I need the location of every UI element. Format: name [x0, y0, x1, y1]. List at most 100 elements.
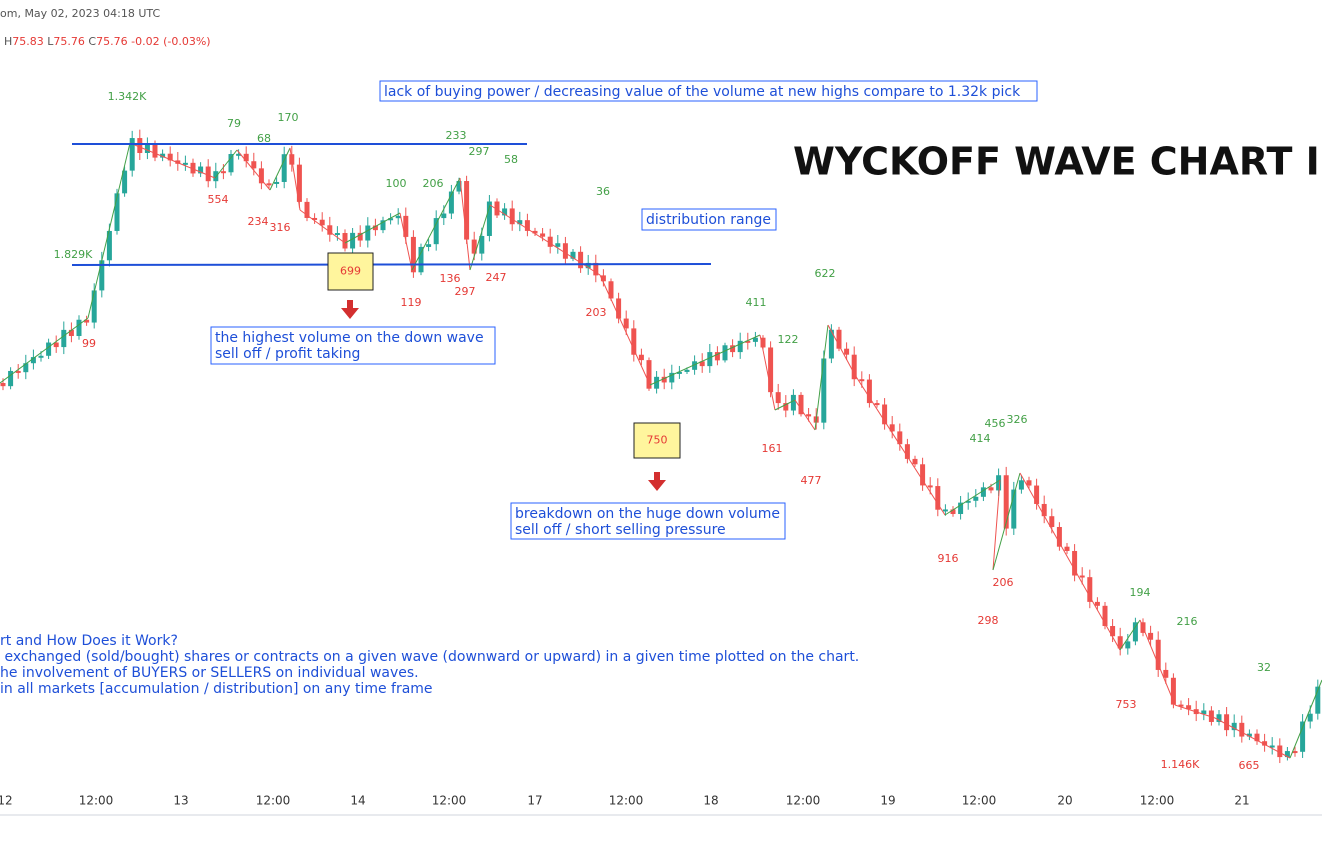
candle-body: [722, 345, 728, 361]
candle-body: [692, 361, 698, 370]
wave-volume-label: 665: [1239, 759, 1260, 772]
wave-segment: [1139, 619, 1176, 706]
candle-body: [1224, 714, 1230, 731]
candle-body: [775, 392, 781, 404]
candle-body: [84, 319, 90, 323]
candle-body: [1163, 669, 1169, 678]
candle-body: [152, 144, 158, 158]
candle-body: [1110, 626, 1116, 637]
wave-volume-label: 411: [746, 296, 767, 309]
candle-body: [448, 191, 454, 214]
wave-volume-label: 414: [970, 432, 991, 445]
chart-title: WYCKOFF WAVE CHART IND: [793, 140, 1322, 184]
wave-segment: [794, 399, 816, 431]
x-axis-label: 13: [173, 794, 188, 808]
wave-volume-label: 1.342K: [108, 90, 147, 103]
overlay: om, May 02, 2023 04:18 UTC H75.83 L75.76 …: [0, 7, 1322, 808]
wave-volume-label: 216: [1177, 615, 1198, 628]
candle-body: [175, 160, 181, 164]
wave-segment: [599, 274, 651, 386]
wave-segment: [0, 317, 89, 384]
candle-body: [555, 243, 561, 247]
candle-body: [1307, 713, 1313, 722]
candle-body: [365, 225, 371, 241]
wave-volume-label: 68: [257, 132, 271, 145]
candle-body: [882, 404, 888, 425]
x-axis-label: 12: [0, 794, 13, 808]
annotation-box: [641, 208, 777, 231]
volume-box: [327, 252, 374, 291]
candle-body: [1011, 489, 1017, 529]
candle-body: [798, 394, 804, 415]
candle-body: [1034, 485, 1040, 504]
wave-segment: [854, 374, 946, 516]
wave-segment: [1214, 717, 1291, 759]
candle-body: [494, 201, 500, 216]
candle-body: [517, 220, 523, 225]
candle-body: [806, 414, 812, 417]
candle-body: [1132, 622, 1138, 642]
candle-body: [160, 153, 166, 158]
candle-body: [236, 153, 242, 156]
candle-body: [1231, 722, 1237, 731]
wave-segment: [299, 209, 346, 244]
symbol-info: om, May 02, 2023 04:18 UTC: [0, 7, 160, 20]
down-arrow: [648, 472, 666, 491]
candle-body: [106, 230, 112, 261]
x-axis-label: 14: [350, 794, 365, 808]
candle-body: [631, 328, 637, 355]
candle-body: [334, 233, 340, 236]
candle-body: [1262, 741, 1268, 746]
candle-body: [479, 235, 485, 254]
wave-segment: [774, 399, 796, 411]
wave-volume-label: 297: [469, 145, 490, 158]
note-line: exchanged (sold/bought) shares or contra…: [0, 649, 859, 665]
candle-body: [760, 337, 766, 348]
candle-body: [745, 340, 751, 343]
candle-body: [190, 162, 196, 174]
wave-volume-label: 100: [386, 177, 407, 190]
candle-body: [304, 201, 310, 218]
candle-body: [608, 281, 614, 299]
candle-body: [532, 230, 538, 234]
x-axis-label: 12:00: [432, 794, 467, 808]
wave-volume-label: 161: [762, 442, 783, 455]
candle-body: [1003, 475, 1009, 529]
candle-body: [1246, 733, 1252, 737]
ohlc-key: L: [47, 35, 54, 48]
wave-segment: [649, 334, 761, 386]
candle-body: [980, 487, 986, 497]
wave-segment: [289, 147, 301, 211]
candle-body: [646, 360, 652, 389]
candle-body: [350, 232, 356, 249]
candle-body: [509, 208, 515, 225]
candle-body: [182, 162, 188, 165]
candle-body: [296, 164, 302, 202]
wave-volume-label: 206: [423, 177, 444, 190]
candle-body: [76, 319, 82, 337]
candle-body: [258, 168, 264, 184]
candle-body: [395, 215, 401, 219]
annotation-box: [510, 502, 786, 540]
candle-body: [99, 260, 105, 291]
candle-body: [281, 154, 287, 182]
down-arrow: [341, 300, 359, 319]
ohlc-key: H: [4, 35, 12, 48]
wave-volume-label: 119: [401, 296, 422, 309]
candle-body: [46, 342, 52, 356]
candle-body: [699, 361, 705, 367]
ohlc-value: 75.76: [53, 35, 85, 48]
wave-volume-label: 456: [985, 417, 1006, 430]
candle-body: [958, 502, 964, 515]
candle-body: [768, 347, 774, 393]
candle-body: [266, 183, 272, 186]
candle-body: [68, 329, 74, 337]
candle-body: [524, 220, 530, 231]
candle-body: [1284, 751, 1290, 758]
candle-body: [578, 251, 584, 269]
candle-body: [1087, 577, 1093, 602]
annotation-text: sell off / short selling pressure: [515, 522, 726, 538]
candle-body: [638, 354, 644, 361]
candle-body: [167, 153, 173, 161]
